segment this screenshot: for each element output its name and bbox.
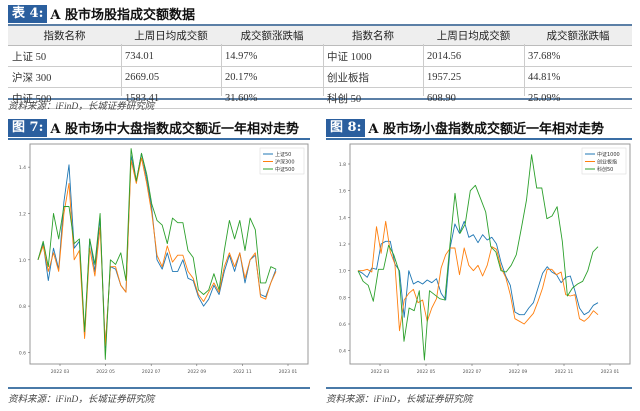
legend-label: 上证50 [275,151,291,158]
column-divider [423,44,424,96]
cell-avg-turnover: 1957.25 [423,66,524,88]
col-header-index-name: 指数名称 [8,26,121,46]
cell-change: 31.60% [221,87,323,109]
fig7-chart: 0.6 0.8 1.0 1.2 1.4 2022 03 2022 05 2022 07 2022… [8,140,312,380]
cell-change: 14.97% [221,45,323,67]
table4-title: 表 4: A 股市场股指成交额数据 [8,4,195,23]
col-header-index-name: 指数名称 [323,26,423,46]
x-tick-label: 2022 05 [96,369,115,375]
cell-change: 20.17% [221,66,323,88]
fig7-title-text: A 股市场中大盘指数成交额近一年相对走势 [50,122,299,137]
col-header-avg-turnover: 上周日均成交额 [423,26,524,46]
fig7-source: 资料来源：iFinD，长城证券研究院 [8,395,155,405]
fig8-title: 图 8: A 股市场小盘指数成交额近一年相对走势 [326,118,604,137]
col-header-change: 成交额涨跌幅 [524,26,632,46]
plot-area [29,143,309,365]
legend-label: 中证500 [275,166,295,173]
fig8-title-rule [326,138,632,140]
y-tick-label: 0.8 [19,304,26,310]
y-tick-label: 1.0 [19,258,26,264]
fig8-line-chart: 0.4 0.6 0.8 1.0 1.2 1.4 1.6 1.8 2022 03 2022 05 20… [339,143,631,375]
column-divider [524,44,525,96]
table-row: 沪深 300 2669.05 20.17% 创业板指 1957.25 44.81… [8,66,632,88]
table4-tag: 表 4: [8,4,48,23]
series-line [37,157,277,346]
y-tick-label: 0.4 [339,349,346,355]
y-tick-label: 1.4 [339,215,346,221]
cell-avg-turnover: 2669.05 [121,66,221,88]
x-tick-label: 2022 03 [51,369,70,375]
table-row: 上证 50 734.01 14.97% 中证 1000 2014.56 37.6… [8,45,632,67]
x-tick-label: 2022 07 [142,369,161,375]
series-line [358,220,599,332]
y-tick-label: 1.0 [339,269,346,275]
x-tick-label: 2022 09 [187,369,206,375]
fig7-title-rule [8,138,310,140]
series-line [37,152,277,349]
cell-change: 37.68% [524,45,632,67]
y-tick-label: 1.2 [339,242,346,248]
cell-index-name: 中证 500 [8,87,121,109]
x-tick-label: 2022 09 [509,369,528,375]
series-line [37,148,277,360]
y-tick-label: 0.8 [339,295,346,301]
table4-title-text: A 股市场股指成交额数据 [50,8,195,23]
x-tick-label: 2023 01 [601,369,620,375]
col-header-avg-turnover: 上周日均成交额 [121,26,221,46]
cell-change: 44.81% [524,66,632,88]
x-tick-label: 2022 11 [555,369,574,375]
fig7-tag: 图 7: [8,118,48,137]
cell-avg-turnover: 1583.41 [121,87,221,109]
column-divider [323,44,324,96]
fig7-line-chart: 0.6 0.8 1.0 1.2 1.4 2022 03 2022 05 2022 07 2022… [19,143,309,375]
cell-index-name: 沪深 300 [8,66,121,88]
legend-label: 中证1000 [597,151,620,158]
x-tick-label: 2023 01 [279,369,298,375]
col-header-change: 成交额涨跌幅 [221,26,323,46]
y-tick-label: 0.6 [339,322,346,328]
series-line [357,154,599,361]
table-header-row: 指数名称 上周日均成交额 成交额涨跌幅 指数名称 上周日均成交额 成交额涨跌幅 [8,26,632,46]
y-tick-label: 1.6 [339,189,346,195]
legend-label: 科创50 [597,166,613,173]
column-divider [121,44,122,96]
fig7-title: 图 7: A 股市场中大盘指数成交额近一年相对走势 [8,118,299,137]
x-tick-label: 2022 07 [463,369,482,375]
cell-index-name: 创业板指 [323,66,423,88]
cell-index-name: 中证 1000 [323,45,423,67]
table-row: 中证 500 1583.41 31.60% 科创 50 608.90 25.09… [8,87,632,109]
fig8-title-text: A 股市场小盘指数成交额近一年相对走势 [368,122,604,137]
cell-change: 25.09% [524,87,632,109]
y-tick-label: 1.2 [19,211,26,217]
column-divider [221,44,222,96]
fig8-bottom-rule [326,387,632,389]
y-tick-label: 0.6 [19,350,26,356]
fig8-tag: 图 8: [326,118,366,137]
fig8-source: 资料来源：iFinD，长城证券研究院 [326,395,473,405]
legend-label: 创业板指 [597,159,617,166]
y-tick-label: 1.8 [339,162,346,168]
cell-avg-turnover: 608.90 [423,87,524,109]
x-tick-label: 2022 11 [233,369,252,375]
cell-index-name: 科创 50 [323,87,423,109]
cell-avg-turnover: 734.01 [121,45,221,67]
x-tick-label: 2022 03 [371,369,390,375]
x-tick-label: 2022 05 [417,369,436,375]
cell-index-name: 上证 50 [8,45,121,67]
legend-label: 沪深300 [275,159,295,166]
fig8-chart: 0.4 0.6 0.8 1.0 1.2 1.4 1.6 1.8 2022 03 2022 05 20… [326,140,634,380]
table4-source: 资料来源：iFinD，长城证券研究院 [8,102,155,112]
fig7-bottom-rule [8,387,310,389]
index-turnover-table: 指数名称 上周日均成交额 成交额涨跌幅 指数名称 上周日均成交额 成交额涨跌幅 … [8,26,632,109]
y-tick-label: 1.4 [19,165,26,171]
cell-avg-turnover: 2014.56 [423,45,524,67]
